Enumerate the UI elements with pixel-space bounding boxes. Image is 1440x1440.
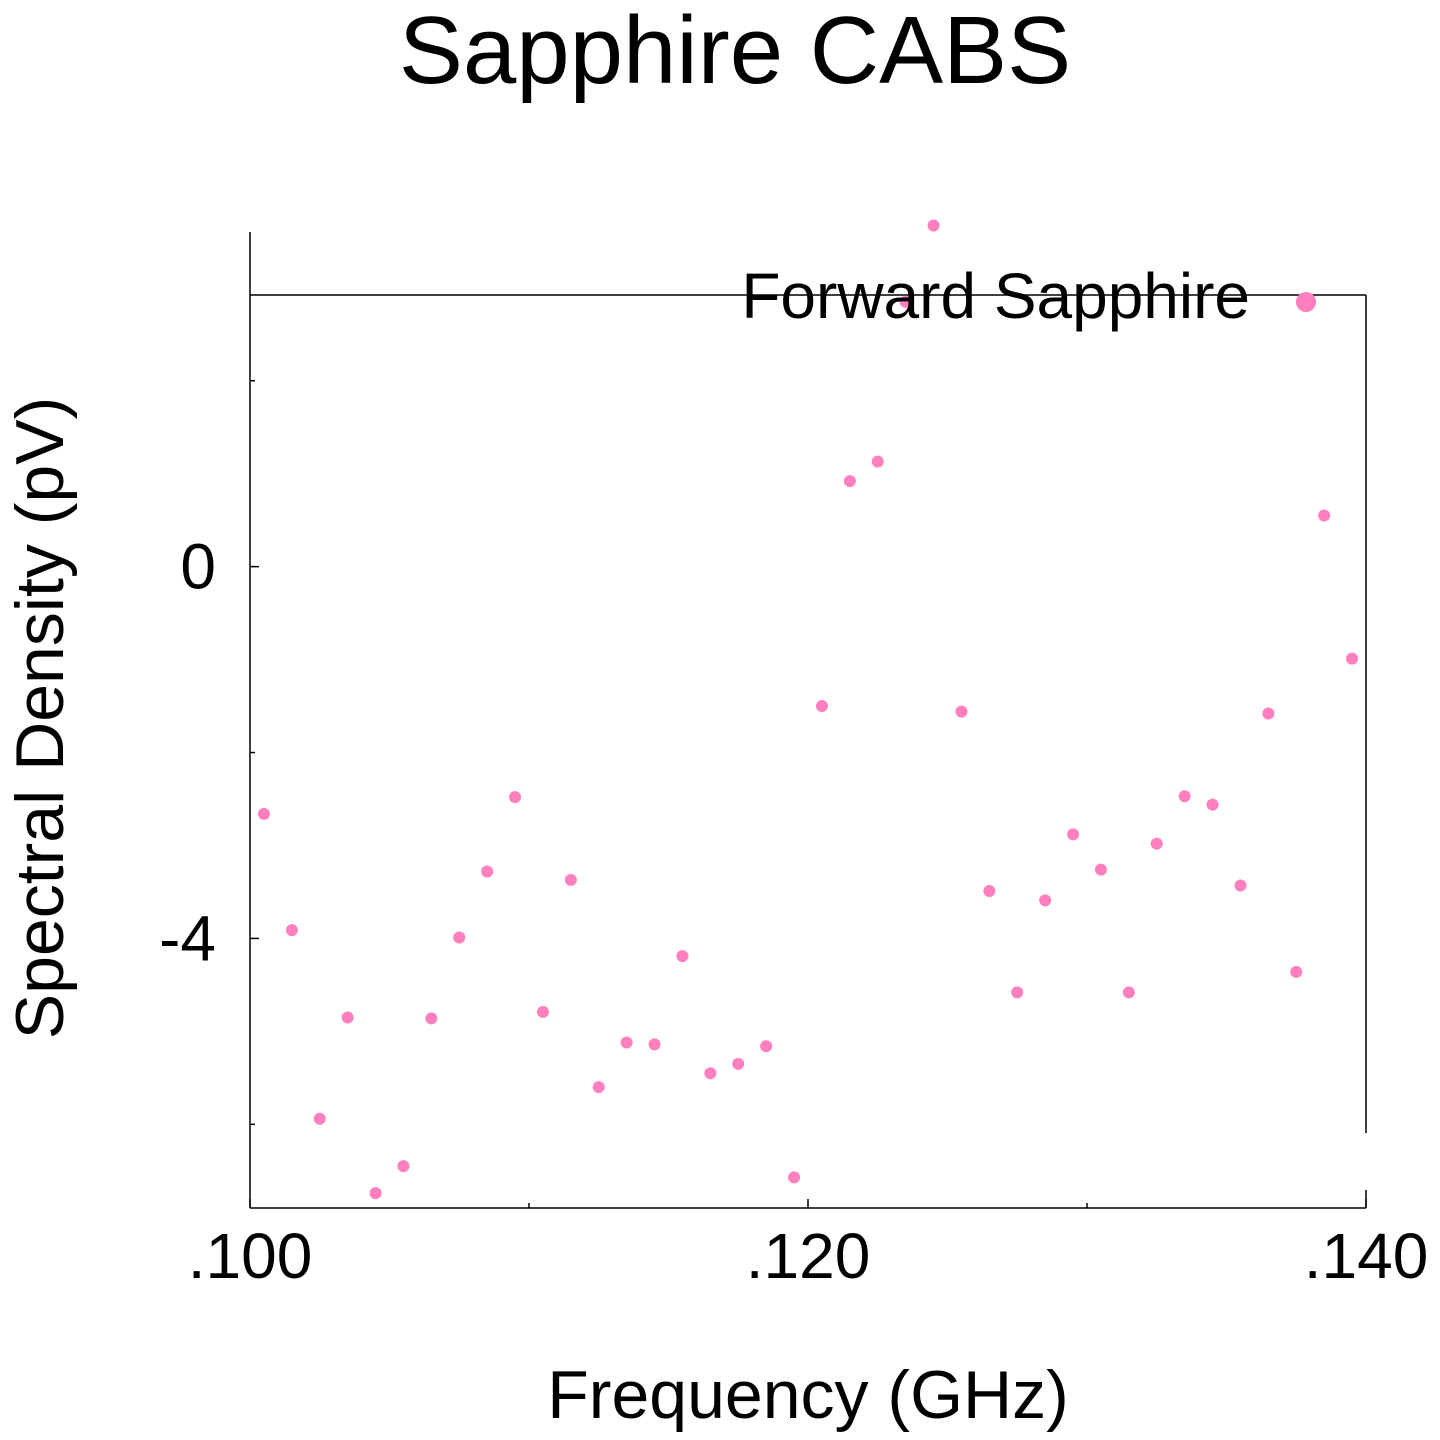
x-tick-label: .140	[1304, 1220, 1429, 1292]
data-point	[704, 1067, 717, 1080]
data-point	[592, 1081, 605, 1094]
data-point	[1206, 798, 1219, 811]
data-point	[1234, 879, 1247, 892]
plot-frame	[249, 232, 1367, 1209]
data-point	[760, 1040, 773, 1053]
data-point	[899, 295, 912, 308]
data-point	[620, 1036, 633, 1049]
data-points	[257, 219, 1359, 1200]
data-point	[1122, 986, 1135, 999]
data-point	[397, 1160, 410, 1173]
data-point	[843, 475, 856, 488]
data-point	[341, 1011, 354, 1024]
data-point	[1262, 707, 1275, 720]
data-point	[955, 705, 968, 718]
data-point	[676, 950, 689, 963]
data-point	[732, 1057, 745, 1070]
x-axis-label: Frequency (GHz)	[547, 1357, 1068, 1433]
x-tick-label: .120	[746, 1220, 871, 1292]
data-point	[1011, 986, 1024, 999]
data-point	[1318, 509, 1331, 522]
legend: Forward Sapphire	[741, 260, 1316, 332]
y-axis-label: Spectral Density (pV)	[2, 397, 78, 1039]
data-point	[1067, 828, 1080, 841]
data-point	[313, 1112, 326, 1125]
data-point	[788, 1171, 801, 1184]
y-tick-label: 0	[180, 531, 216, 603]
data-point	[257, 807, 270, 820]
data-point	[1178, 790, 1191, 803]
data-point	[425, 1012, 438, 1025]
data-point	[1346, 652, 1359, 665]
x-axis-ticks: .100 .120 .140	[188, 1199, 1429, 1292]
data-point	[1150, 837, 1163, 850]
data-point	[536, 1005, 549, 1018]
data-point	[927, 219, 940, 232]
y-tick-label: -4	[159, 902, 216, 974]
data-point	[983, 885, 996, 898]
legend-marker	[1296, 292, 1316, 312]
chart-title: Sapphire CABS	[399, 0, 1071, 104]
data-point	[285, 924, 298, 937]
x-tick-label: .100	[188, 1220, 313, 1292]
data-point	[1094, 863, 1107, 876]
data-point	[509, 791, 522, 804]
y-axis-ticks: 0 -4	[159, 379, 259, 1126]
data-point	[481, 865, 494, 878]
data-point	[564, 873, 577, 886]
legend-label: Forward Sapphire	[741, 260, 1250, 332]
data-point	[1039, 894, 1052, 907]
data-point	[871, 455, 884, 468]
data-point	[453, 931, 466, 944]
data-point	[815, 700, 828, 713]
data-point	[369, 1187, 382, 1200]
data-point	[648, 1038, 661, 1051]
data-point	[1290, 965, 1303, 978]
